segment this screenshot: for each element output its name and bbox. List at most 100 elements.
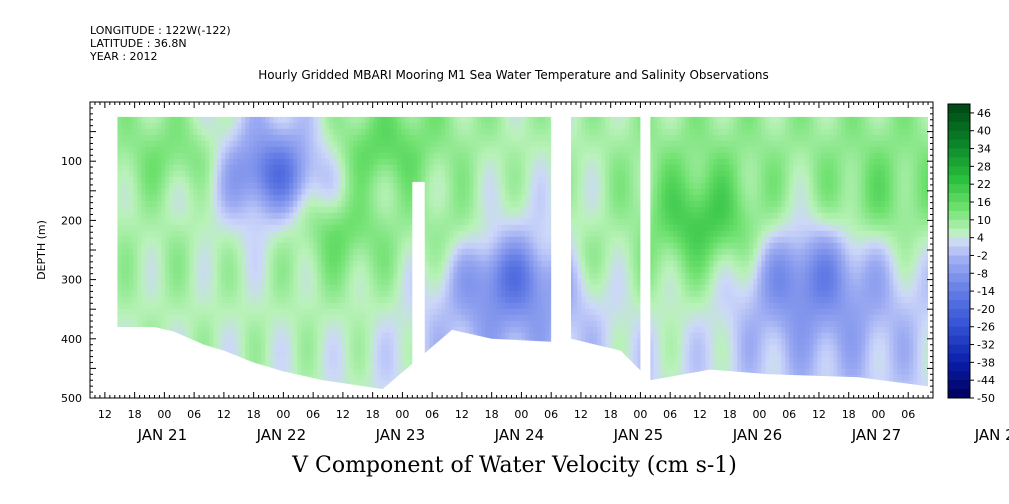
heatmap-cell <box>373 266 378 274</box>
heatmap-cell <box>321 362 326 370</box>
heatmap-cell <box>373 362 378 370</box>
heatmap-cell <box>313 350 318 358</box>
heatmap-cell <box>293 230 298 238</box>
heatmap-cell <box>513 188 518 196</box>
heatmap-cell <box>381 236 386 244</box>
heatmap-cell <box>149 236 154 244</box>
heatmap-cell <box>405 350 410 358</box>
heatmap-cell <box>169 170 174 178</box>
heatmap-cell <box>417 128 422 136</box>
heatmap-cell <box>525 122 530 130</box>
heatmap-cell <box>469 164 474 172</box>
heatmap-cell <box>481 116 486 124</box>
heatmap-cell <box>409 116 414 124</box>
heatmap-cell <box>205 266 210 274</box>
heatmap-cell <box>325 176 330 184</box>
heatmap-cell <box>245 134 250 142</box>
heatmap-cell <box>321 374 326 382</box>
heatmap-cell <box>261 302 266 310</box>
heatmap-cell <box>449 290 454 298</box>
heatmap-cell <box>245 170 250 178</box>
heatmap-cell <box>501 242 506 250</box>
heatmap-cell <box>409 128 414 136</box>
heatmap-cell <box>529 284 534 292</box>
heatmap-cell <box>265 362 270 370</box>
heatmap-cell <box>201 254 206 262</box>
heatmap-cell <box>381 254 386 262</box>
heatmap-cell <box>449 134 454 142</box>
heatmap-cell <box>201 134 206 142</box>
heatmap-cell <box>493 332 498 340</box>
heatmap-cell <box>325 230 330 238</box>
heatmap-cell <box>401 290 406 298</box>
heatmap-cell <box>313 248 318 256</box>
heatmap-cell <box>129 218 134 226</box>
heatmap-cell <box>145 122 150 130</box>
heatmap-cell <box>401 218 406 226</box>
heatmap-cell <box>241 146 246 154</box>
heatmap-cell <box>261 338 266 346</box>
heatmap-cell <box>525 134 530 142</box>
heatmap-cell <box>497 146 502 154</box>
heatmap-cell <box>185 308 190 316</box>
heatmap-cell <box>449 140 454 148</box>
heatmap-cell <box>125 170 130 178</box>
heatmap-cell <box>229 338 234 346</box>
heatmap-cell <box>409 164 414 172</box>
heatmap-cell <box>217 278 222 286</box>
heatmap-cell <box>269 320 274 328</box>
heatmap-cell <box>417 116 422 124</box>
heatmap-cell <box>125 296 130 304</box>
heatmap-cell <box>189 290 194 298</box>
heatmap-cell <box>197 158 202 166</box>
heatmap-cell <box>349 368 354 376</box>
heatmap-cell <box>449 302 454 310</box>
heatmap-cell <box>165 236 170 244</box>
heatmap-cell <box>129 200 134 208</box>
heatmap-cell <box>397 284 402 292</box>
heatmap-cell <box>141 128 146 136</box>
heatmap-cell <box>249 200 254 208</box>
heatmap-cell <box>397 308 402 316</box>
heatmap-cell <box>521 128 526 136</box>
heatmap-cell <box>173 146 178 154</box>
heatmap-cell <box>393 326 398 334</box>
heatmap-cell <box>197 200 202 208</box>
heatmap-cell <box>249 350 254 358</box>
heatmap-cell <box>393 308 398 316</box>
heatmap-cell <box>525 182 530 190</box>
heatmap-cell <box>137 290 142 298</box>
heatmap-cell <box>297 284 302 292</box>
heatmap-cell <box>305 320 310 328</box>
heatmap-cell <box>157 308 162 316</box>
heatmap-cell <box>193 302 198 310</box>
heatmap-cell <box>481 230 486 238</box>
heatmap-cell <box>301 368 306 376</box>
heatmap-cell <box>277 242 282 250</box>
heatmap-cell <box>405 224 410 232</box>
heatmap-cell <box>293 368 298 376</box>
heatmap-cell <box>221 236 226 244</box>
heatmap-cell <box>393 116 398 124</box>
heatmap-cell <box>225 308 230 316</box>
heatmap-cell <box>461 164 466 172</box>
heatmap-cell <box>357 284 362 292</box>
heatmap-cell <box>249 320 254 328</box>
heatmap-cell <box>461 134 466 142</box>
heatmap-cell <box>281 272 286 280</box>
heatmap-cell <box>481 278 486 286</box>
heatmap-cell <box>397 206 402 214</box>
heatmap-cell <box>269 224 274 232</box>
heatmap-cell <box>201 272 206 280</box>
heatmap-cell <box>541 152 546 160</box>
heatmap-cell <box>437 320 442 328</box>
heatmap-cell <box>425 248 430 256</box>
heatmap-cell <box>525 332 530 340</box>
heatmap-cell <box>477 122 482 130</box>
heatmap-cell <box>333 266 338 274</box>
heatmap-cell <box>129 320 134 328</box>
heatmap-cell <box>409 320 414 328</box>
heatmap-cell <box>493 320 498 328</box>
heatmap-cell <box>149 200 154 208</box>
heatmap-cell <box>513 302 518 310</box>
